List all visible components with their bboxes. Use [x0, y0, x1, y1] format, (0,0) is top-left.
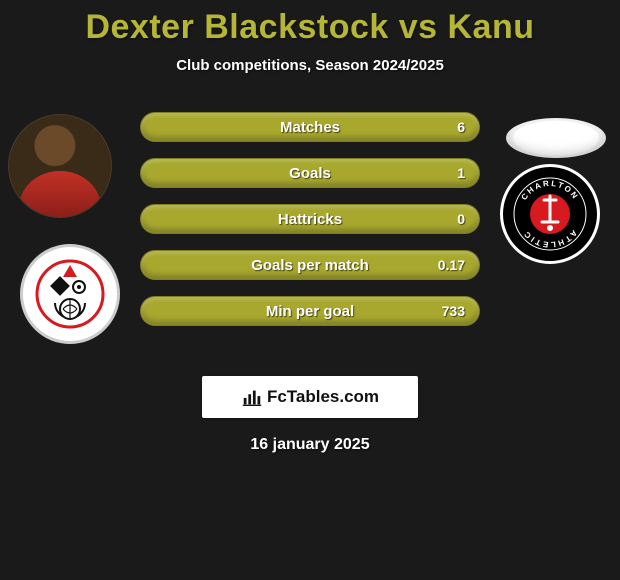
- player-left-avatar: [8, 114, 112, 218]
- rotherham-crest-icon: [35, 259, 105, 329]
- page-subtitle: Club competitions, Season 2024/2025: [0, 57, 620, 74]
- club-left-badge: [20, 244, 120, 344]
- stats-bars: Matches 6 Goals 1 Hattricks 0 Goals per …: [140, 112, 480, 342]
- charlton-crest-icon: CHARLTON ATHLETIC: [510, 174, 590, 254]
- stat-label: Goals per match: [141, 251, 479, 279]
- stat-label: Min per goal: [141, 297, 479, 325]
- branding-box: FcTables.com: [202, 376, 418, 418]
- stat-value-right: 733: [442, 297, 465, 325]
- stat-row: Min per goal 733: [140, 296, 480, 326]
- stat-label: Matches: [141, 113, 479, 141]
- stat-value-right: 0: [457, 205, 465, 233]
- stat-value-right: 6: [457, 113, 465, 141]
- stat-label: Hattricks: [141, 205, 479, 233]
- stat-row: Goals per match 0.17: [140, 250, 480, 280]
- stat-value-right: 1: [457, 159, 465, 187]
- stat-label: Goals: [141, 159, 479, 187]
- brand-text: FcTables.com: [267, 387, 379, 407]
- club-right-badge: CHARLTON ATHLETIC: [500, 164, 600, 264]
- stat-value-right: 0.17: [438, 251, 465, 279]
- stat-row: Matches 6: [140, 112, 480, 142]
- page-title: Dexter Blackstock vs Kanu: [0, 8, 620, 47]
- bar-chart-icon: [241, 386, 263, 408]
- stat-row: Hattricks 0: [140, 204, 480, 234]
- player-right-avatar: [506, 118, 606, 158]
- date-text: 16 january 2025: [0, 436, 620, 454]
- stat-row: Goals 1: [140, 158, 480, 188]
